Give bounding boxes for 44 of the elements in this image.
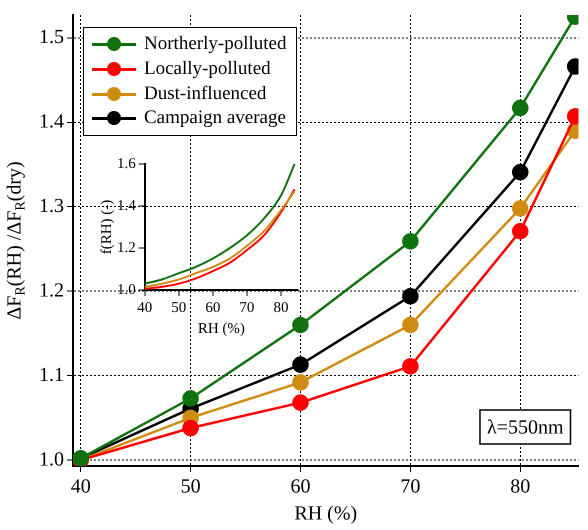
legend-label: Dust-influenced <box>144 82 266 105</box>
y-tick-label: 1.4 <box>117 198 136 214</box>
y-tick-label: 1.1 <box>39 364 64 386</box>
x-tick-label: 70 <box>239 300 254 316</box>
legend-label: Locally-polluted <box>144 58 271 80</box>
point <box>512 100 529 116</box>
point <box>292 316 309 334</box>
point <box>292 356 309 373</box>
y-axis-title: ΔFR(RH) /ΔFR(dry) <box>3 161 29 320</box>
x-tick-label: 60 <box>290 475 310 498</box>
y-tick-label: 1.0 <box>117 282 136 298</box>
x-tick-label: 50 <box>171 300 186 316</box>
y-tick-label: 1.5 <box>39 26 64 48</box>
x-tick-label: 50 <box>180 475 201 498</box>
x-tick-label: 80 <box>273 300 288 316</box>
x-tick-label: 40 <box>137 300 152 316</box>
annotation: λ=550nm <box>486 416 564 438</box>
point <box>512 200 529 217</box>
x-tick-label: 70 <box>400 475 420 498</box>
legend-label: Northerly-polluted <box>144 33 286 56</box>
y-tick-label: 1.6 <box>117 156 136 172</box>
y-tick-label: 1.4 <box>39 110 64 133</box>
line-series <box>144 164 296 285</box>
y-tick-label: 1.3 <box>39 194 64 217</box>
point <box>512 222 529 240</box>
point <box>292 394 309 411</box>
x-axis-title: RH (%) <box>294 502 358 524</box>
point <box>402 288 419 304</box>
y-tick-label: 1.0 <box>39 448 64 470</box>
x-axis-title: RH (%) <box>198 320 245 337</box>
point <box>402 233 419 250</box>
point <box>182 420 199 436</box>
point <box>402 358 419 375</box>
x-tick-label: 60 <box>205 300 220 316</box>
y-tick-label: 1.2 <box>39 279 64 302</box>
point <box>512 164 529 180</box>
point <box>402 316 419 334</box>
x-tick-label: 80 <box>510 475 530 498</box>
x-tick-label: 40 <box>70 475 91 498</box>
point <box>182 390 199 407</box>
y-axis-title: f(RH) (-) <box>99 200 116 254</box>
point <box>292 374 309 391</box>
y-tick-label: 1.2 <box>117 240 136 256</box>
legend-label: Campaign average <box>144 107 286 130</box>
